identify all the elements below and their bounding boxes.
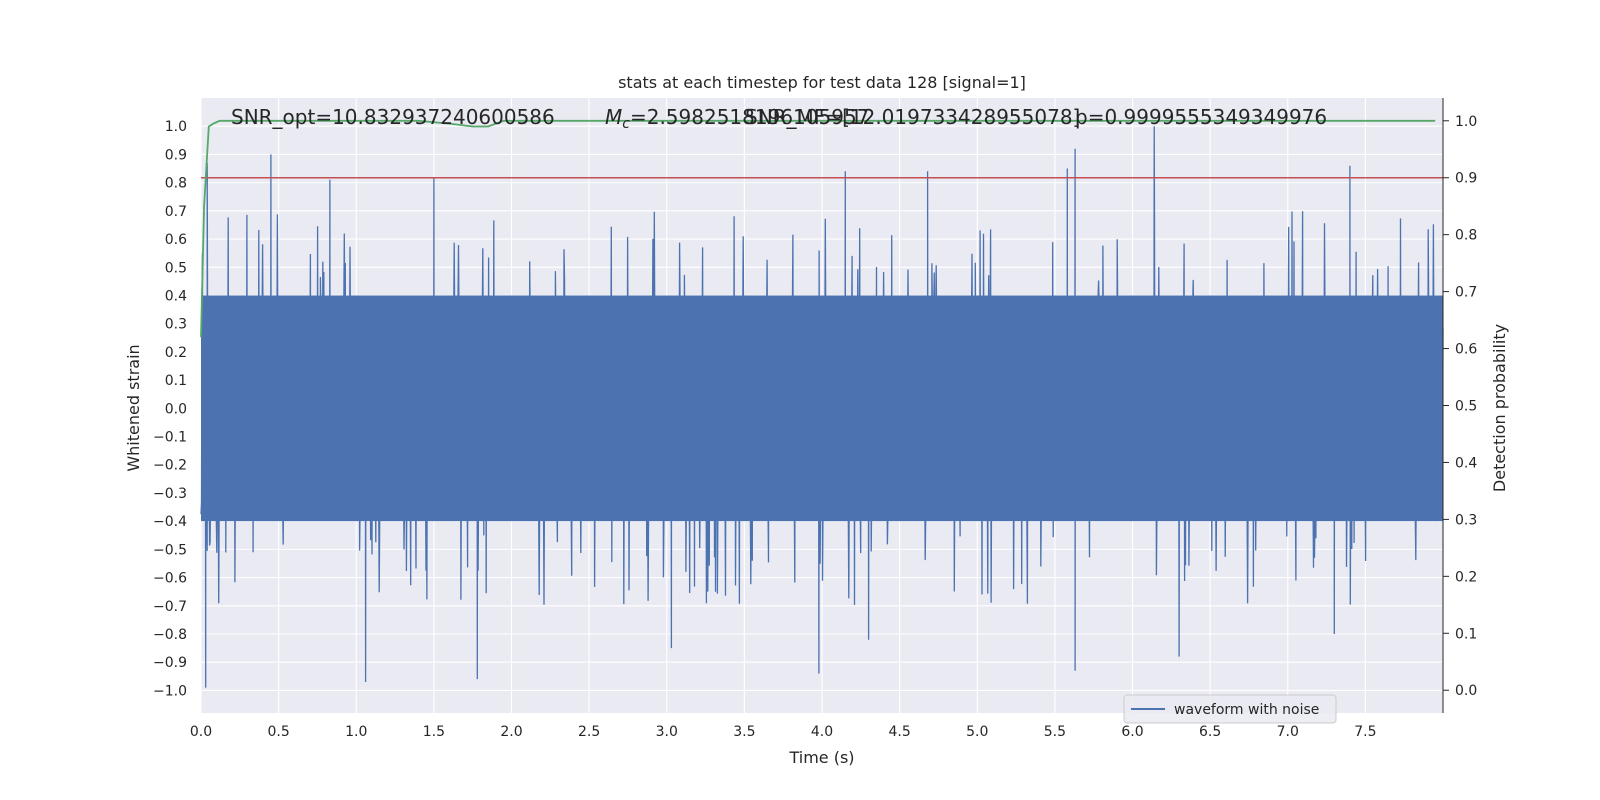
annotation-chirp-mass-value: =2.5982518196105957 — [630, 105, 869, 129]
y-tick-label: −0.1 — [153, 430, 187, 446]
y2-tick-label: 0.8 — [1455, 228, 1477, 244]
x-tick-label: 3.0 — [656, 724, 678, 740]
x-axis-label: Time (s) — [788, 748, 854, 767]
x-tick-label: 3.5 — [733, 724, 755, 740]
x-tick-label: 5.0 — [966, 724, 988, 740]
probability-line — [200, 119, 1436, 338]
annotation-snr-opt: SNR_opt=10.832937240600586 — [231, 105, 555, 129]
y-tick-label: 0.6 — [165, 232, 187, 248]
y-tick-label: −0.7 — [153, 599, 187, 615]
y-tick-label: −0.5 — [153, 542, 187, 558]
x-tick-label: 4.5 — [888, 724, 910, 740]
legend: waveform with noise — [1123, 694, 1337, 724]
x-tick-label: 6.0 — [1121, 724, 1143, 740]
chart-title: stats at each timestep for test data 128… — [618, 73, 1026, 92]
y-tick-label: 0.4 — [165, 288, 187, 304]
x-tick-label: 4.0 — [811, 724, 833, 740]
y-tick-label: −0.4 — [153, 514, 187, 530]
probability-series — [200, 119, 1443, 338]
x-tick-label: 1.5 — [423, 724, 445, 740]
x-tick-label: 7.0 — [1277, 724, 1299, 740]
y2-tick-label: 0.2 — [1455, 569, 1477, 585]
y2-tick-label: 0.5 — [1455, 399, 1477, 415]
y-tick-label: 0.7 — [165, 204, 187, 220]
legend-box — [1123, 694, 1337, 724]
y2-axis-label: Detection probability — [1490, 324, 1509, 492]
y2-tick-label: 0.3 — [1455, 512, 1477, 528]
waveform-noise-line — [200, 126, 1444, 688]
annotation-chirp-mass-subscript: c — [622, 116, 630, 132]
y-tick-label: −0.2 — [153, 458, 187, 474]
x-tick-label: 7.5 — [1354, 724, 1376, 740]
annotation-probability: p=0.9999555349349976 — [1075, 105, 1327, 129]
x-tick-label: 6.5 — [1199, 724, 1221, 740]
y-tick-label: 0.9 — [165, 147, 187, 163]
waveform-noise-series — [200, 126, 1444, 688]
tick-labels: 0.0 0.5 1.0 1.5 2.0 2.5 3.0 3.5 4.0 4.5 5.0 5.5 6.0 6… — [153, 98, 1477, 740]
y2-tick-label: 0.7 — [1455, 285, 1477, 301]
y-tick-label: 1.0 — [165, 119, 187, 135]
y-tick-label: 0.5 — [165, 260, 187, 276]
x-tick-label: 0.0 — [190, 724, 212, 740]
y-tick-label: −1.0 — [153, 683, 187, 699]
x-tick-label: 1.0 — [345, 724, 367, 740]
x-tick-label: 5.5 — [1044, 724, 1066, 740]
x-tick-label: 0.5 — [267, 724, 289, 740]
y-tick-label: −0.8 — [153, 627, 187, 643]
annotation-chirp-mass: Mc=2.5982518196105957 — [605, 105, 869, 132]
y-tick-label: 0.3 — [165, 317, 187, 333]
y-tick-label: 0.0 — [165, 401, 187, 417]
legend-label-waveform: waveform with noise — [1174, 702, 1319, 718]
annotation-chirp-mass-symbol: M — [605, 105, 622, 129]
y2-tick-label: 0.0 — [1455, 683, 1477, 699]
y-axis-label: Whitened strain — [124, 344, 143, 471]
y-tick-label: 0.8 — [165, 176, 187, 192]
y-tick-label: −0.3 — [153, 486, 187, 502]
annotation-snr-mf: SNR_MF=[12.019733428955078] — [745, 105, 1080, 129]
y2-tick-label: 0.6 — [1455, 342, 1477, 358]
y2-tick-label: 1.0 — [1455, 114, 1477, 130]
y2-tick-label: 0.1 — [1455, 626, 1477, 642]
y-tick-label: −0.6 — [153, 571, 187, 587]
x-tick-label: 2.0 — [500, 724, 522, 740]
x-tick-label: 2.5 — [578, 724, 600, 740]
y2-tick-label: 0.9 — [1455, 171, 1477, 187]
y-tick-label: 0.2 — [165, 345, 187, 361]
y-tick-label: 0.1 — [165, 373, 187, 389]
y-tick-label: −0.9 — [153, 655, 187, 671]
y2-tick-label: 0.4 — [1455, 455, 1477, 471]
